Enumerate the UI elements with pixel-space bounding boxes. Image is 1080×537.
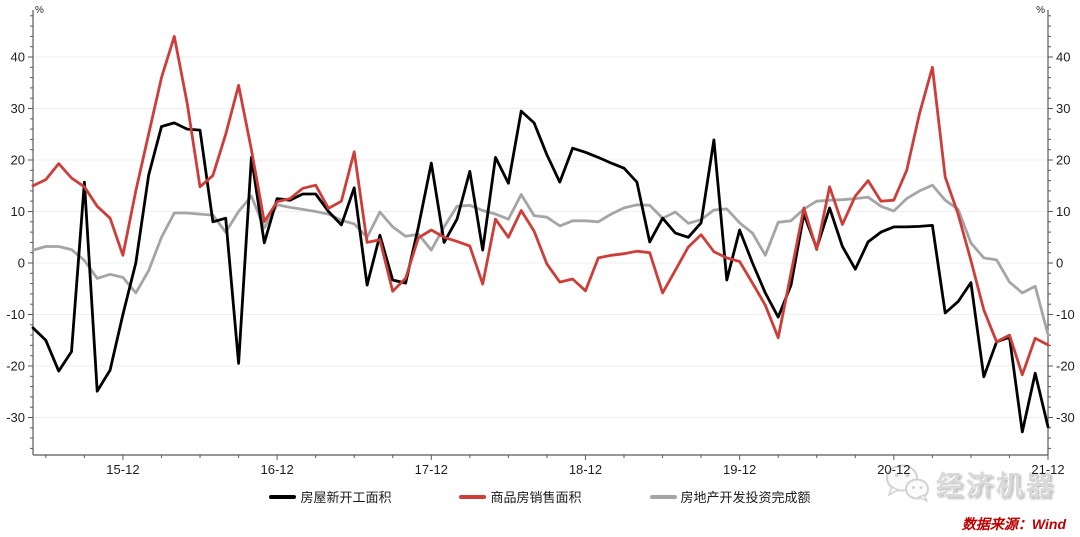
legend-swatch-gray [649,494,677,499]
legend-swatch-red [459,494,487,499]
watermark-brand-text: 经济机器 [936,470,1056,501]
svg-text:20: 20 [11,153,25,168]
svg-text:10: 10 [1056,204,1070,219]
legend-item-sales: 商品房销售面积 [459,487,582,506]
svg-text:-20: -20 [6,359,25,374]
svg-text:-30: -30 [1056,410,1075,425]
svg-text:-20: -20 [1056,359,1075,374]
legend-label: 房屋新开工面积 [300,490,392,505]
chart-legend: 房屋新开工面积 商品房销售面积 房地产开发投资完成额 [0,487,1080,506]
chart-area: -30 -30 -20 -20 -10 -10 0 0 10 10 20 20 30 30 40 40 15-1… [6,5,1075,477]
svg-text:20: 20 [1056,153,1070,168]
svg-text:-10: -10 [6,307,25,322]
svg-text:17-12: 17-12 [415,462,448,477]
watermark: 经济机器 [884,462,1056,504]
legend-swatch-black [269,494,297,499]
svg-text:40: 40 [11,50,25,65]
svg-text:-30: -30 [6,410,25,425]
svg-text:0: 0 [1056,256,1063,271]
svg-text:20-12: 20-12 [877,462,910,477]
chart-canvas: -30 -30 -20 -20 -10 -10 0 0 10 10 20 20 30 30 40 40 15-1… [6,5,1075,477]
legend-label: 商品房销售面积 [490,490,582,505]
svg-text:-10: -10 [1056,307,1075,322]
svg-text:30: 30 [11,101,25,116]
svg-text:18-12: 18-12 [569,462,602,477]
svg-text:10: 10 [11,204,25,219]
svg-text:0: 0 [18,256,25,271]
svg-text:30: 30 [1056,101,1070,116]
legend-label: 房地产开发投资完成额 [680,490,811,505]
svg-text:%: % [1036,5,1045,16]
svg-text:16-12: 16-12 [260,462,293,477]
legend-item-investment: 房地产开发投资完成额 [649,487,811,506]
svg-text:%: % [35,5,44,16]
legend-item-new-starts: 房屋新开工面积 [269,487,391,506]
wechat-icon [884,462,930,504]
svg-text:19-12: 19-12 [723,462,756,477]
data-source-note: 数据来源：Wind [961,516,1066,532]
svg-text:15-12: 15-12 [106,462,139,477]
svg-text:40: 40 [1056,50,1070,65]
svg-text:21-12: 21-12 [1031,462,1064,477]
